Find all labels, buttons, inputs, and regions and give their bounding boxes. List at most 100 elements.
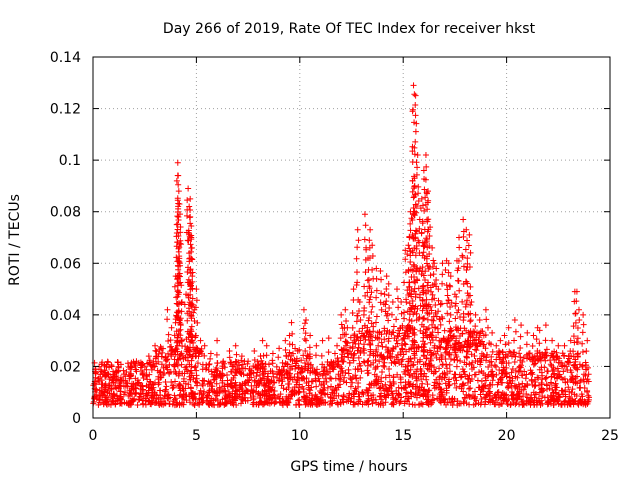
spike-point (389, 329, 396, 336)
baseline-point (315, 398, 322, 405)
spike-point (419, 315, 426, 322)
spike-point (419, 307, 426, 314)
data-point (226, 347, 233, 354)
spike-point (366, 314, 373, 321)
baseline-point (219, 370, 226, 377)
spike-point (511, 337, 518, 344)
baseline-point (200, 390, 207, 397)
spike-point (174, 362, 181, 369)
spike-point (383, 330, 390, 337)
spike-point (452, 315, 459, 322)
baseline-point (318, 390, 325, 397)
baseline-point (406, 401, 413, 408)
baseline-point (308, 378, 315, 385)
spike-point (517, 345, 524, 352)
spike-point (367, 333, 374, 340)
spike-point (554, 354, 561, 361)
spike-point (187, 331, 194, 338)
data-points (90, 82, 593, 409)
spike-point (368, 308, 375, 315)
baseline-point (110, 374, 117, 381)
baseline-point (464, 375, 471, 382)
x-tick-label: 25 (601, 428, 619, 444)
spike-point (406, 233, 413, 240)
baseline-point (499, 390, 506, 397)
spike-point (420, 338, 427, 345)
baseline-point (519, 401, 526, 408)
spike-point (167, 351, 174, 358)
baseline-point (111, 391, 118, 398)
spike-point (366, 328, 373, 335)
baseline-point (376, 393, 383, 400)
spike-point (188, 282, 195, 289)
baseline-point (176, 352, 183, 359)
baseline-point (342, 369, 349, 376)
baseline-point (294, 376, 301, 383)
baseline-point (250, 370, 257, 377)
baseline-point (275, 393, 282, 400)
spike-point (383, 312, 390, 319)
spike-point (433, 283, 440, 290)
baseline-point (153, 353, 160, 360)
baseline-point (245, 379, 252, 386)
baseline-point (139, 371, 146, 378)
baseline-point (478, 396, 485, 403)
spike-point (187, 326, 194, 333)
spike-point (189, 295, 196, 302)
spike-point (350, 352, 357, 359)
baseline-point (373, 381, 380, 388)
baseline-point (472, 357, 479, 364)
baseline-point (512, 373, 519, 380)
baseline-point (128, 385, 135, 392)
spike-point (174, 288, 181, 295)
baseline-point (531, 394, 538, 401)
spike-point (312, 352, 319, 359)
data-point (463, 226, 470, 233)
baseline-point (253, 373, 260, 380)
baseline-point (475, 369, 482, 376)
spike-point (186, 308, 193, 315)
spike-point (460, 233, 467, 240)
baseline-point (176, 400, 183, 407)
baseline-point (562, 387, 569, 394)
data-point (534, 324, 541, 331)
baseline-point (203, 364, 210, 371)
spike-point (410, 234, 417, 241)
baseline-point (190, 400, 197, 407)
baseline-point (397, 374, 404, 381)
baseline-point (516, 363, 523, 370)
spike-point (165, 331, 172, 338)
baseline-point (143, 391, 150, 398)
spike-point (378, 306, 385, 313)
baseline-point (101, 389, 108, 396)
baseline-point (568, 353, 575, 360)
spike-point (574, 325, 581, 332)
baseline-point (468, 376, 475, 383)
spike-point (115, 368, 122, 375)
spike-point (407, 291, 414, 298)
baseline-point (286, 376, 293, 383)
baseline-point (104, 358, 111, 365)
baseline-point (319, 386, 326, 393)
baseline-point (440, 395, 447, 402)
spike-point (146, 357, 153, 364)
baseline-point (389, 390, 396, 397)
x-tick-label: 15 (394, 428, 412, 444)
baseline-point (176, 385, 183, 392)
data-point (334, 342, 341, 349)
data-point (472, 311, 479, 318)
baseline-point (139, 383, 146, 390)
baseline-point (337, 399, 344, 406)
spike-point (392, 343, 399, 350)
spike-point (412, 102, 419, 109)
baseline-point (244, 397, 251, 404)
baseline-point (417, 356, 424, 363)
baseline-point (489, 377, 496, 384)
baseline-point (580, 376, 587, 383)
baseline-point (364, 398, 371, 405)
baseline-point (522, 383, 529, 390)
baseline-point (221, 364, 228, 371)
data-point (466, 231, 473, 238)
baseline-point (542, 349, 549, 356)
